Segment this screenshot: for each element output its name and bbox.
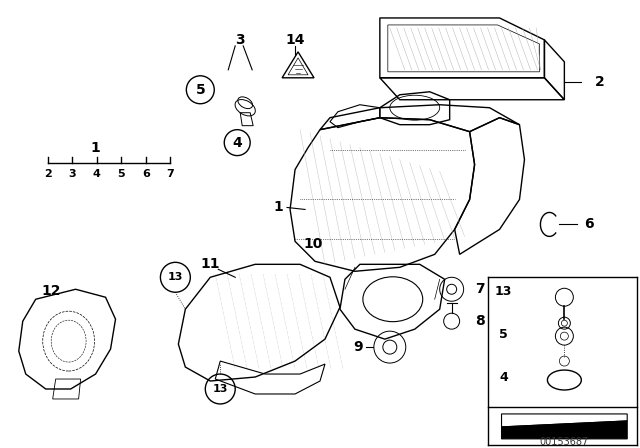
Text: 7: 7 xyxy=(475,282,484,296)
Text: 14: 14 xyxy=(285,33,305,47)
Text: 5: 5 xyxy=(499,327,508,340)
Text: 00153687: 00153687 xyxy=(540,437,589,447)
Text: 1: 1 xyxy=(91,141,100,155)
Text: 10: 10 xyxy=(303,237,323,251)
Polygon shape xyxy=(502,421,627,439)
Text: 3: 3 xyxy=(68,168,76,179)
Text: 2: 2 xyxy=(595,75,604,89)
Text: 4: 4 xyxy=(232,136,242,150)
Text: 9: 9 xyxy=(353,340,363,354)
Text: 6: 6 xyxy=(142,168,150,179)
Text: 4: 4 xyxy=(93,168,100,179)
Text: 5: 5 xyxy=(195,83,205,97)
Text: 8: 8 xyxy=(475,314,484,328)
Text: 13: 13 xyxy=(212,384,228,394)
Text: 3: 3 xyxy=(236,33,245,47)
Text: 13: 13 xyxy=(168,272,183,282)
Text: 2: 2 xyxy=(44,168,52,179)
Text: 6: 6 xyxy=(584,217,594,232)
Text: 1: 1 xyxy=(273,200,283,215)
Text: 12: 12 xyxy=(41,284,60,298)
Text: 13: 13 xyxy=(495,285,512,298)
Text: 7: 7 xyxy=(166,168,174,179)
Text: 5: 5 xyxy=(118,168,125,179)
Text: 4: 4 xyxy=(499,370,508,383)
Text: 11: 11 xyxy=(200,257,220,271)
